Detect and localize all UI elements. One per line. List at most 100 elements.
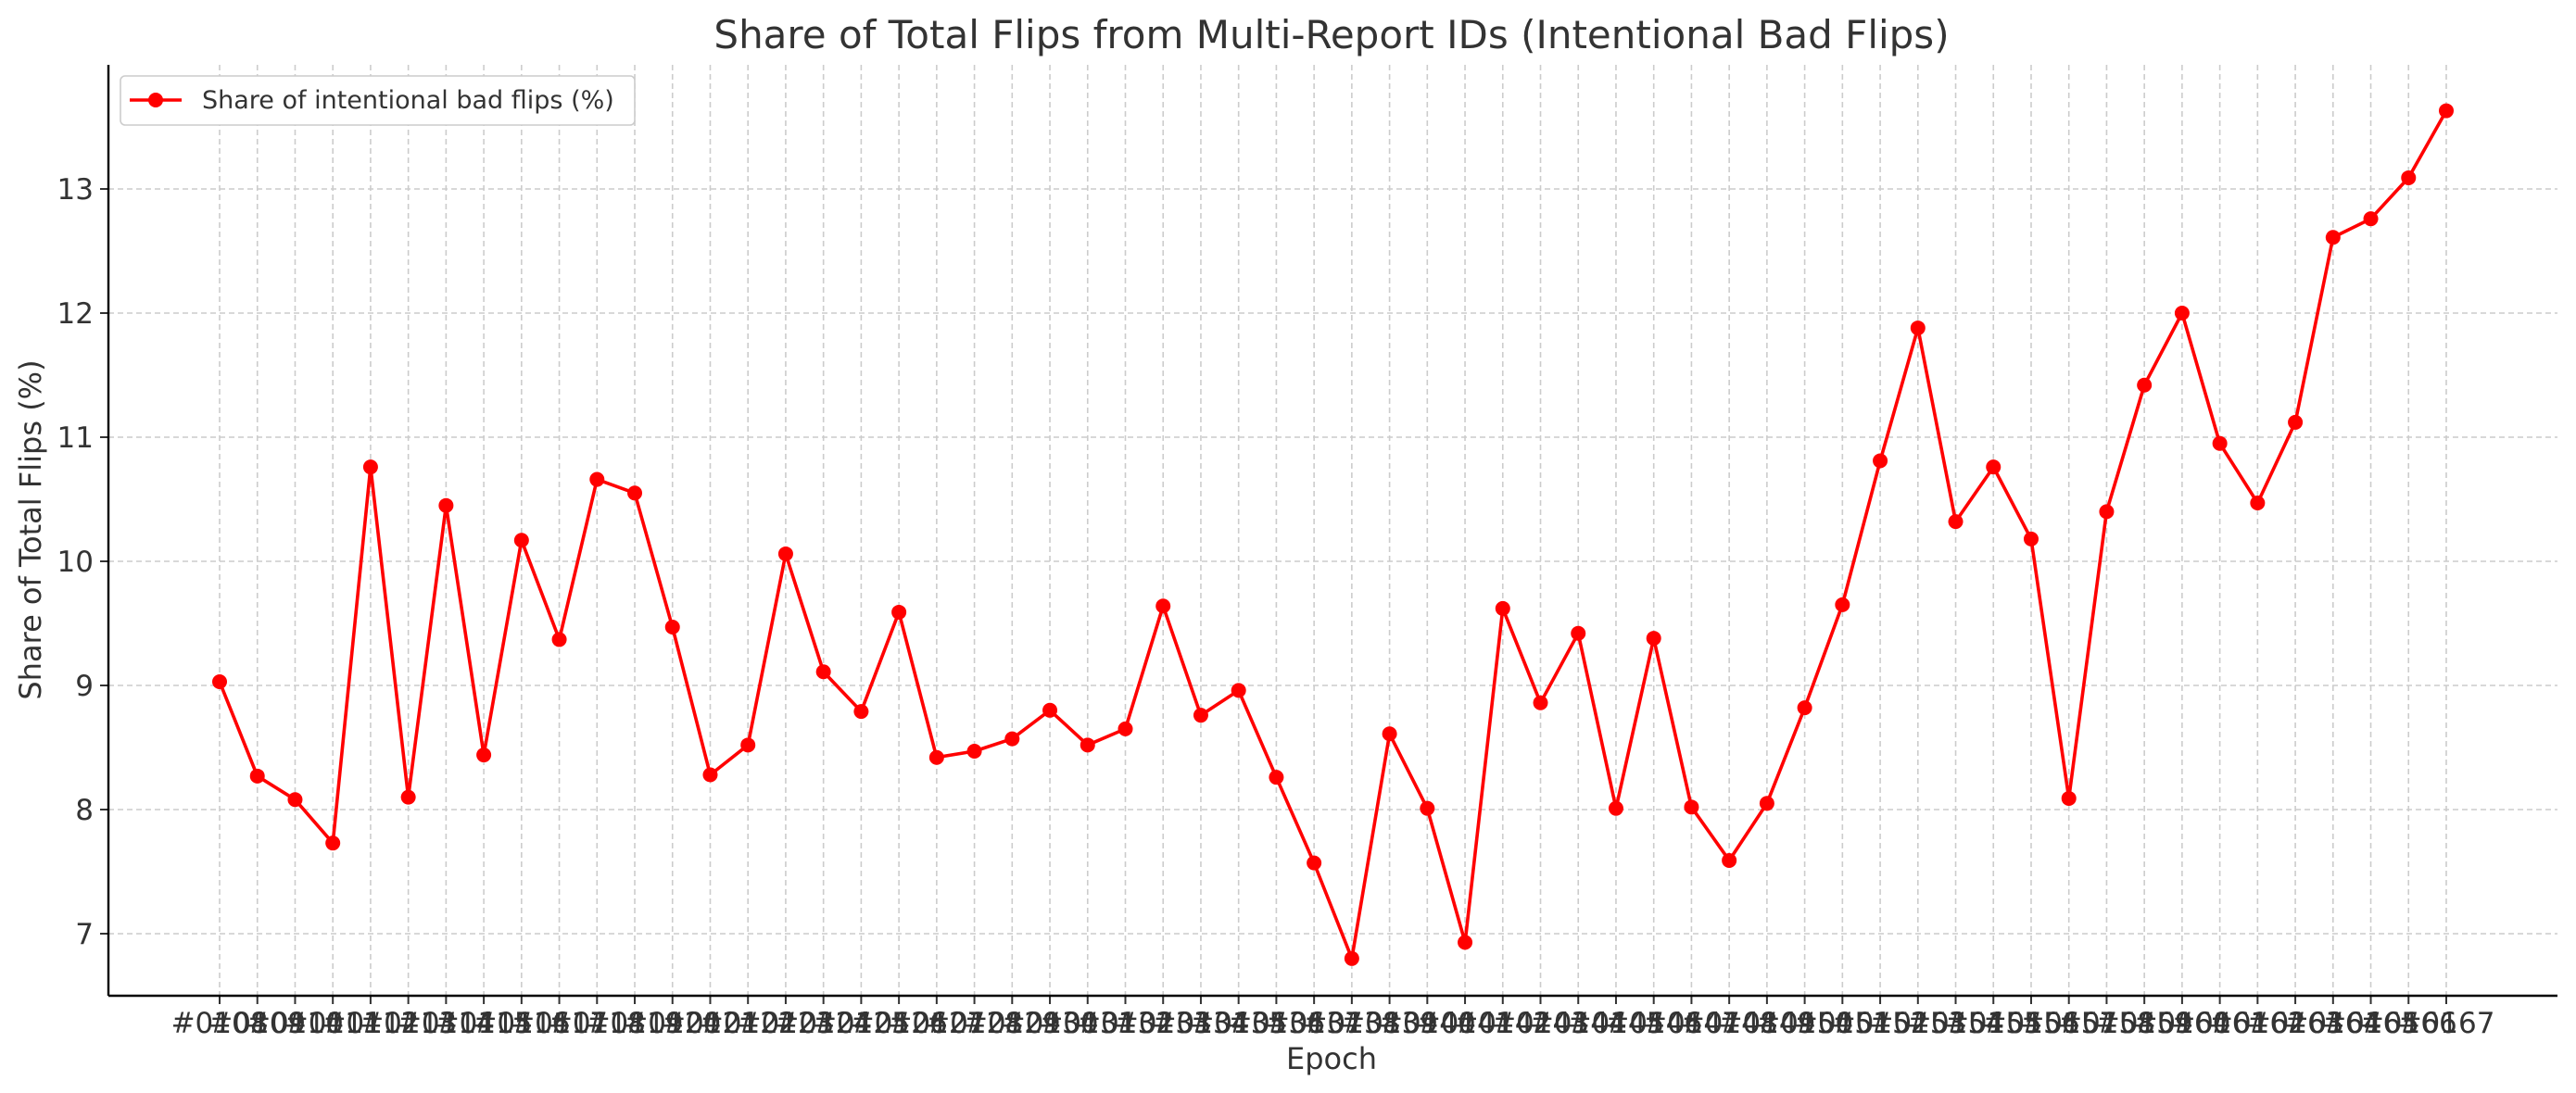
x-tick-label: #0163 [2247, 1007, 2344, 1040]
x-axis-ticks: #0108#0109#0110#0111#0112#0113#0114#0115… [171, 996, 2494, 1040]
x-tick-label: #0129 [964, 1007, 1061, 1040]
x-tick-label: #0161 [2171, 1007, 2268, 1040]
data-point [2363, 211, 2379, 227]
data-point [966, 744, 982, 760]
x-tick-label: #0134 [1153, 1007, 1250, 1040]
x-tick-label: #0158 [2058, 1007, 2155, 1040]
data-point [2250, 496, 2266, 511]
x-tick-label: #0133 [1115, 1007, 1212, 1040]
data-point [2325, 230, 2341, 245]
data-point [2099, 504, 2115, 520]
x-tick-label: #0109 [208, 1007, 306, 1040]
x-tick-label: #0151 [1794, 1007, 1891, 1040]
data-point [2212, 435, 2228, 451]
x-tick-label: #0117 [511, 1007, 608, 1040]
y-tick-label: 10 [57, 546, 94, 579]
x-tick-label: #0148 [1681, 1007, 1778, 1040]
data-point [1231, 683, 1246, 698]
x-tick-label: #0152 [1832, 1007, 1929, 1040]
data-point [1910, 320, 1926, 336]
x-tick-label: #0121 [662, 1007, 759, 1040]
x-tick-label: #0123 [737, 1007, 834, 1040]
x-tick-label: #0120 [624, 1007, 721, 1040]
x-tick-label: #0130 [1002, 1007, 1099, 1040]
data-point [1571, 625, 1586, 641]
data-point [740, 737, 756, 753]
x-tick-label: #0135 [1190, 1007, 1287, 1040]
x-tick-label: #0108 [171, 1007, 269, 1040]
x-tick-label: #0162 [2209, 1007, 2306, 1040]
data-point [1797, 700, 1812, 716]
data-point [476, 748, 492, 763]
x-axis-label: Epoch [1286, 1041, 1377, 1076]
x-tick-label: #0139 [1341, 1007, 1438, 1040]
data-point [627, 485, 643, 501]
data-point [438, 497, 454, 513]
x-tick-label: #0128 [926, 1007, 1023, 1040]
data-point [1080, 737, 1095, 753]
y-tick-label: 9 [75, 670, 94, 703]
data-point [1458, 935, 1473, 950]
x-tick-label: #0142 [1454, 1007, 1551, 1040]
legend-entry: Share of intentional bad flips (%) [202, 86, 614, 115]
y-axis-ticks: 7 8 9 10 11 12 13 [57, 173, 108, 951]
x-tick-label: #0164 [2284, 1007, 2381, 1040]
x-tick-label: #0147 [1643, 1007, 1740, 1040]
legend-box [120, 75, 636, 126]
x-tick-label: #0112 [322, 1007, 419, 1040]
data-point [2401, 170, 2417, 185]
legend: Share of intentional bad flips (%) [120, 75, 636, 126]
data-point [2288, 414, 2304, 430]
x-tick-label: #0114 [398, 1007, 495, 1040]
x-tick-label: #0157 [2020, 1007, 2117, 1040]
x-tick-label: #0113 [360, 1007, 457, 1040]
data-point [1646, 631, 1661, 647]
data-point [664, 620, 680, 635]
data-point [249, 768, 265, 784]
data-point [1344, 950, 1359, 966]
data-point [1873, 453, 1888, 469]
data-point [1382, 726, 1397, 742]
x-tick-label: #0150 [1756, 1007, 1853, 1040]
data-point [1307, 855, 1322, 871]
data-point [513, 533, 529, 548]
series-line [218, 109, 2448, 961]
y-tick-label: 11 [57, 421, 94, 455]
x-tick-label: #0165 [2322, 1007, 2419, 1040]
series-group [212, 103, 2454, 966]
x-tick-label: #0136 [1228, 1007, 1325, 1040]
data-point [853, 704, 869, 720]
data-point [1495, 600, 1510, 616]
data-point [1420, 800, 1435, 816]
x-tick-label: #0141 [1417, 1007, 1514, 1040]
x-tick-label: #0132 [1077, 1007, 1174, 1040]
data-point [400, 789, 416, 805]
x-tick-label: #0115 [436, 1007, 533, 1040]
y-tick-label: 12 [57, 297, 94, 331]
x-tick-label: #0126 [851, 1007, 948, 1040]
data-point [1004, 731, 1020, 747]
x-tick-label: #0143 [1492, 1007, 1589, 1040]
y-tick-label: 7 [75, 918, 94, 951]
data-point [2137, 377, 2153, 393]
x-tick-label: #0144 [1530, 1007, 1627, 1040]
x-tick-label: #0154 [1907, 1007, 2004, 1040]
x-tick-label: #0122 [700, 1007, 797, 1040]
x-tick-label: #0146 [1605, 1007, 1702, 1040]
data-point [1759, 796, 1774, 811]
x-tick-label: #0145 [1568, 1007, 1665, 1040]
chart-title: Share of Total Flips from Multi-Report I… [713, 12, 1949, 57]
x-tick-label: #0127 [888, 1007, 985, 1040]
x-tick-label: #0153 [1869, 1007, 1966, 1040]
data-point [1269, 770, 1284, 785]
grid [108, 65, 2557, 996]
y-axis-label: Share of Total Flips (%) [13, 359, 48, 699]
data-point [2174, 306, 2190, 320]
x-tick-label: #0160 [2133, 1007, 2230, 1040]
x-tick-label: #0131 [1039, 1007, 1136, 1040]
data-point [589, 471, 605, 487]
data-point [2061, 790, 2077, 806]
legend-marker [148, 93, 163, 107]
y-tick-label: 8 [75, 794, 94, 827]
data-point [1986, 459, 2001, 475]
